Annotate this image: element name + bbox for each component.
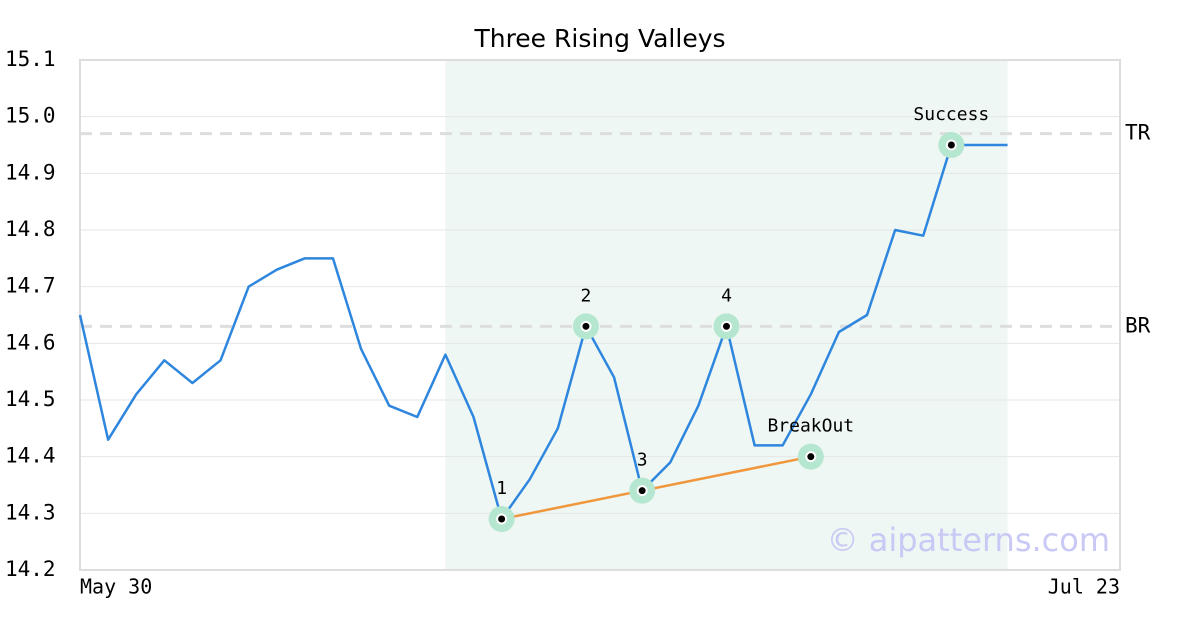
pivot-label: BreakOut	[767, 416, 854, 437]
pivot-label: 3	[637, 450, 648, 471]
y-tick-label: 15.0	[5, 104, 56, 128]
price-line	[78, 143, 1008, 521]
y-tick-label: 14.5	[5, 387, 56, 411]
pivot-label: Success	[913, 104, 989, 125]
pivot-dot	[805, 451, 817, 463]
x-tick-label: Jul 23	[1048, 575, 1120, 599]
x-tick-label: May 30	[80, 575, 152, 599]
pivot-label: 2	[581, 285, 592, 306]
y-tick-label: 14.2	[5, 557, 56, 581]
y-tick-label: 14.7	[5, 274, 56, 298]
y-tick-label: 14.6	[5, 330, 56, 354]
y-tick-label: 14.9	[5, 160, 56, 184]
pivot-label: 1	[496, 478, 507, 499]
pivot-dot	[580, 320, 592, 332]
pivot-dot	[720, 320, 732, 332]
y-tick-label: 14.3	[5, 500, 56, 524]
trendline	[501, 455, 812, 521]
level-label: BR	[1125, 313, 1151, 337]
y-tick-label: 14.8	[5, 217, 56, 241]
pivot-dot	[636, 485, 648, 497]
watermark: © aipatterns.com	[827, 521, 1110, 559]
chart-title: Three Rising Valleys	[473, 24, 725, 53]
pivot-dot	[496, 513, 508, 525]
level-label: TR	[1125, 121, 1151, 145]
y-tick-label: 14.4	[5, 444, 56, 468]
pivot-dot	[945, 139, 957, 151]
y-tick-label: 15.1	[5, 47, 56, 71]
pivot-label: 4	[721, 285, 732, 306]
